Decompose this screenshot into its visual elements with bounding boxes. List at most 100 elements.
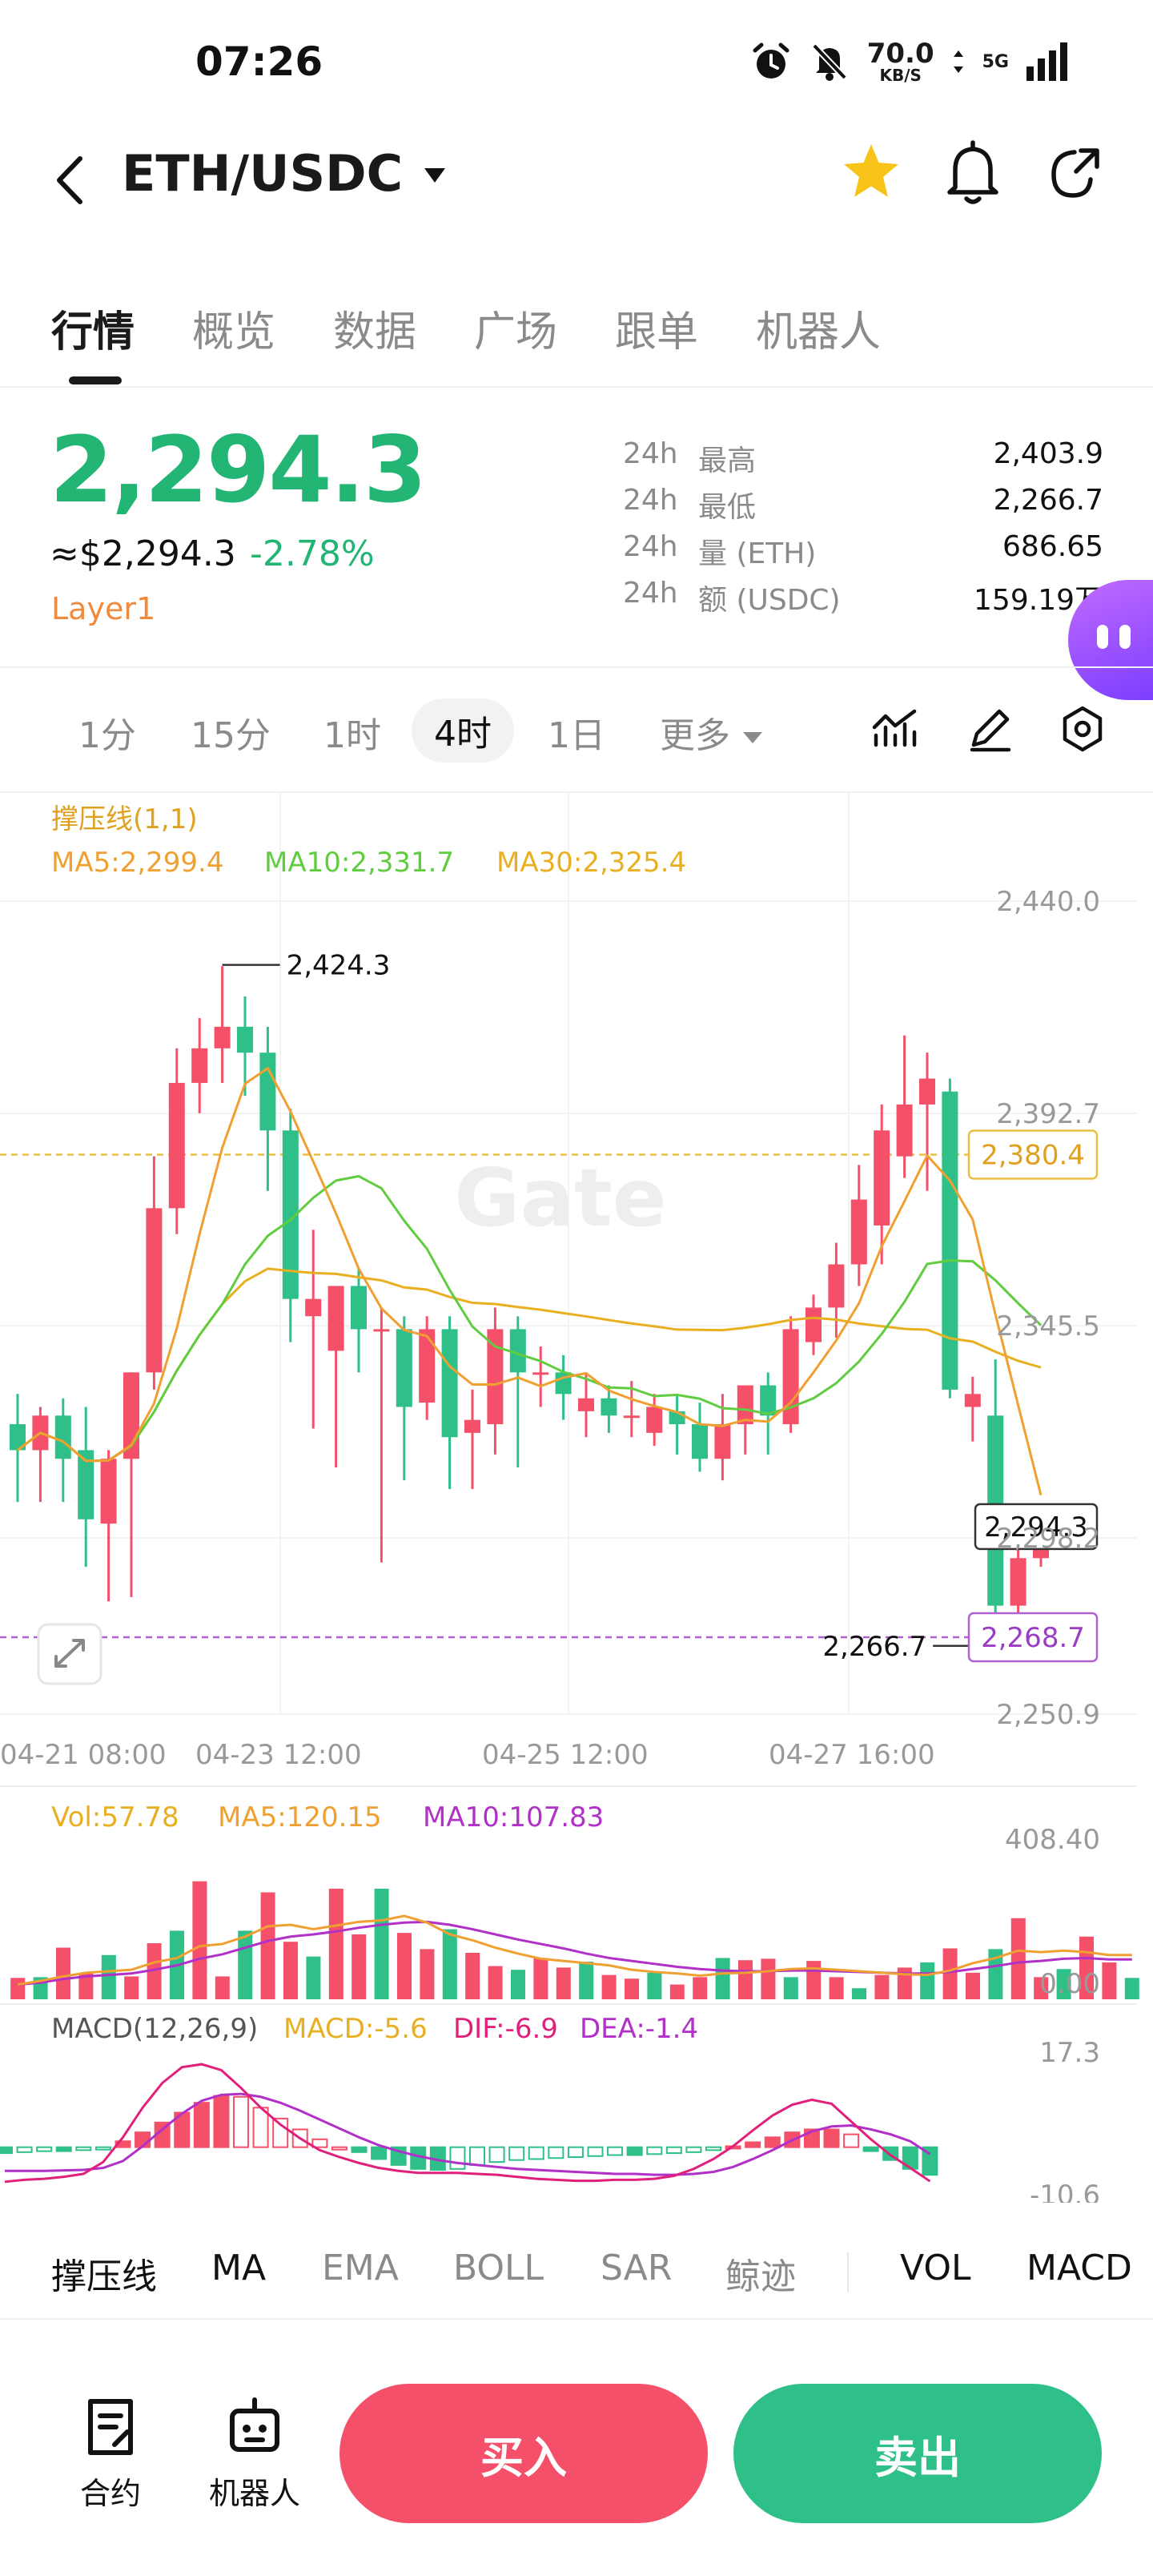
pair-title[interactable]: ETH/USDC xyxy=(122,144,404,203)
back-icon[interactable] xyxy=(48,152,96,208)
macd-histogram-bar xyxy=(272,2117,289,2148)
high-price-label: 2,424.3 xyxy=(287,950,391,982)
volume-bar xyxy=(942,1948,958,1999)
candle xyxy=(850,1199,867,1265)
indicator-tab-ma[interactable]: MA xyxy=(211,2248,267,2288)
candle xyxy=(805,1307,822,1342)
macd-histogram-bar xyxy=(351,2146,368,2153)
bot-button[interactable]: 机器人 xyxy=(199,2397,311,2513)
status-bar: 07:26 70.0 KB/S 5G xyxy=(0,0,1153,128)
indicator-tab-support-resistance[interactable]: 撑压线 xyxy=(51,2256,157,2297)
y-tick-label: 2,392.7 xyxy=(996,1098,1100,1130)
buy-button[interactable]: 买入 xyxy=(339,2384,708,2523)
candle xyxy=(509,1329,526,1373)
volume-bar xyxy=(966,1972,980,1999)
data-arrows-icon xyxy=(953,50,963,73)
sell-button[interactable]: 卖出 xyxy=(733,2384,1102,2523)
category-tag[interactable]: Layer1 xyxy=(51,591,156,626)
indicator-tab-sar[interactable]: SAR xyxy=(601,2248,673,2288)
macd-histogram-bar xyxy=(94,2146,111,2151)
candle xyxy=(578,1398,594,1411)
volume-ma5-line xyxy=(17,1914,1132,1986)
candlestick-chart[interactable]: Gate 撑压线(1,1) MA5:2,299.4 MA10:2,331.7 M… xyxy=(0,793,1153,2212)
interval-1d[interactable]: 1日 xyxy=(548,715,605,756)
chart-indicator-label: 撑压线(1,1) xyxy=(51,803,198,835)
volume-bar xyxy=(601,1974,617,1999)
chevron-down-icon xyxy=(743,732,762,743)
chart-area[interactable]: Gate 撑压线(1,1) MA5:2,299.4 MA10:2,331.7 M… xyxy=(0,793,1153,2212)
interval-1m[interactable]: 1分 xyxy=(78,715,136,756)
resistance-badge-text: 2,380.4 xyxy=(981,1139,1085,1171)
candle xyxy=(282,1130,299,1299)
macd-histogram-bar xyxy=(449,2146,466,2170)
macd-histogram-bar xyxy=(823,2128,840,2148)
ma10-legend: MA10:2,331.7 xyxy=(264,847,454,879)
star-icon[interactable] xyxy=(841,141,902,202)
stat-24h-low: 24h 最低 2,266.7 xyxy=(623,484,1103,524)
candle xyxy=(100,1459,117,1524)
volume-bar xyxy=(556,1967,571,1999)
tab-square[interactable]: 广场 xyxy=(474,308,558,356)
x-tick-label: 04-25 12:00 xyxy=(482,1739,649,1771)
macd-histogram-bar xyxy=(508,2146,525,2161)
indicator-tab-ema[interactable]: EMA xyxy=(322,2248,399,2288)
candle xyxy=(760,1385,777,1416)
candle xyxy=(487,1329,504,1425)
macd-histogram-bar xyxy=(55,2146,72,2152)
indicator-icon[interactable] xyxy=(870,703,921,755)
volume-bar xyxy=(625,1978,639,1999)
candle xyxy=(646,1407,663,1433)
tab-overview[interactable]: 概览 xyxy=(192,308,276,356)
active-tab-indicator xyxy=(69,376,122,384)
macd-histogram-bar xyxy=(213,2095,230,2148)
y-tick-label: 2,440.0 xyxy=(996,886,1100,918)
indicator-tab-whale[interactable]: 鲸迹 xyxy=(725,2256,796,2297)
volume-legend: Vol:57.78 xyxy=(51,1801,179,1833)
volume-ma10-legend: MA10:107.83 xyxy=(423,1801,604,1833)
candle xyxy=(782,1329,799,1425)
volume-bar xyxy=(465,1952,480,1999)
expand-chart-button[interactable] xyxy=(37,1623,102,1685)
indicator-tab-boll[interactable]: BOLL xyxy=(453,2248,544,2288)
volume-bar xyxy=(693,1977,708,1999)
macd-histogram-bar xyxy=(331,2146,348,2151)
candle xyxy=(919,1078,935,1105)
interval-1h[interactable]: 1时 xyxy=(323,715,381,756)
tab-copy-trading[interactable]: 跟单 xyxy=(615,308,699,356)
resistance-badge: 2,380.4 xyxy=(967,1129,1099,1180)
settings-hexagon-icon[interactable] xyxy=(1057,703,1108,755)
volume-bar xyxy=(920,1962,935,1999)
watermark: Gate xyxy=(454,1151,666,1245)
network-speed: 70.0 KB/S xyxy=(866,38,934,85)
y-tick-label: 2,345.5 xyxy=(996,1310,1100,1342)
draw-pen-icon[interactable] xyxy=(964,703,1015,755)
interval-15m[interactable]: 15分 xyxy=(191,715,271,756)
chevron-down-icon[interactable] xyxy=(423,167,447,184)
interval-more[interactable]: 更多 xyxy=(660,706,762,758)
status-time: 07:26 xyxy=(195,38,323,85)
tab-bots[interactable]: 机器人 xyxy=(756,308,882,356)
tab-data[interactable]: 数据 xyxy=(333,308,417,356)
volume-bar xyxy=(874,1974,890,1999)
candle xyxy=(464,1419,480,1433)
volume-bar xyxy=(829,1977,844,1999)
volume-bar xyxy=(306,1956,321,1999)
share-icon[interactable] xyxy=(1044,143,1105,203)
indicator-tab-vol[interactable]: VOL xyxy=(900,2248,971,2288)
indicator-tab-macd[interactable]: MACD xyxy=(1026,2248,1132,2288)
tab-market[interactable]: 行情 xyxy=(51,308,135,356)
contract-button[interactable]: 合约 xyxy=(54,2397,167,2513)
candle xyxy=(942,1091,958,1390)
y-tick-label: 2,250.9 xyxy=(996,1699,1100,1731)
macd-histogram-bar xyxy=(843,2133,860,2148)
interval-4h[interactable]: 4时 xyxy=(412,698,514,763)
support-badge-box xyxy=(967,1612,1099,1663)
low-price-label: 2,266.7 xyxy=(822,1631,926,1663)
macd-histogram-bar xyxy=(193,2102,210,2148)
bell-icon[interactable] xyxy=(942,139,1004,207)
current-price-box xyxy=(974,1503,1099,1551)
macd-histogram-bar xyxy=(665,2146,682,2155)
ma30-line xyxy=(17,1267,1042,1463)
candle xyxy=(692,1424,708,1459)
indicator-tabs: 撑压线 MA EMA BOLL SAR 鲸迹 VOL MACD xyxy=(0,2216,1153,2320)
